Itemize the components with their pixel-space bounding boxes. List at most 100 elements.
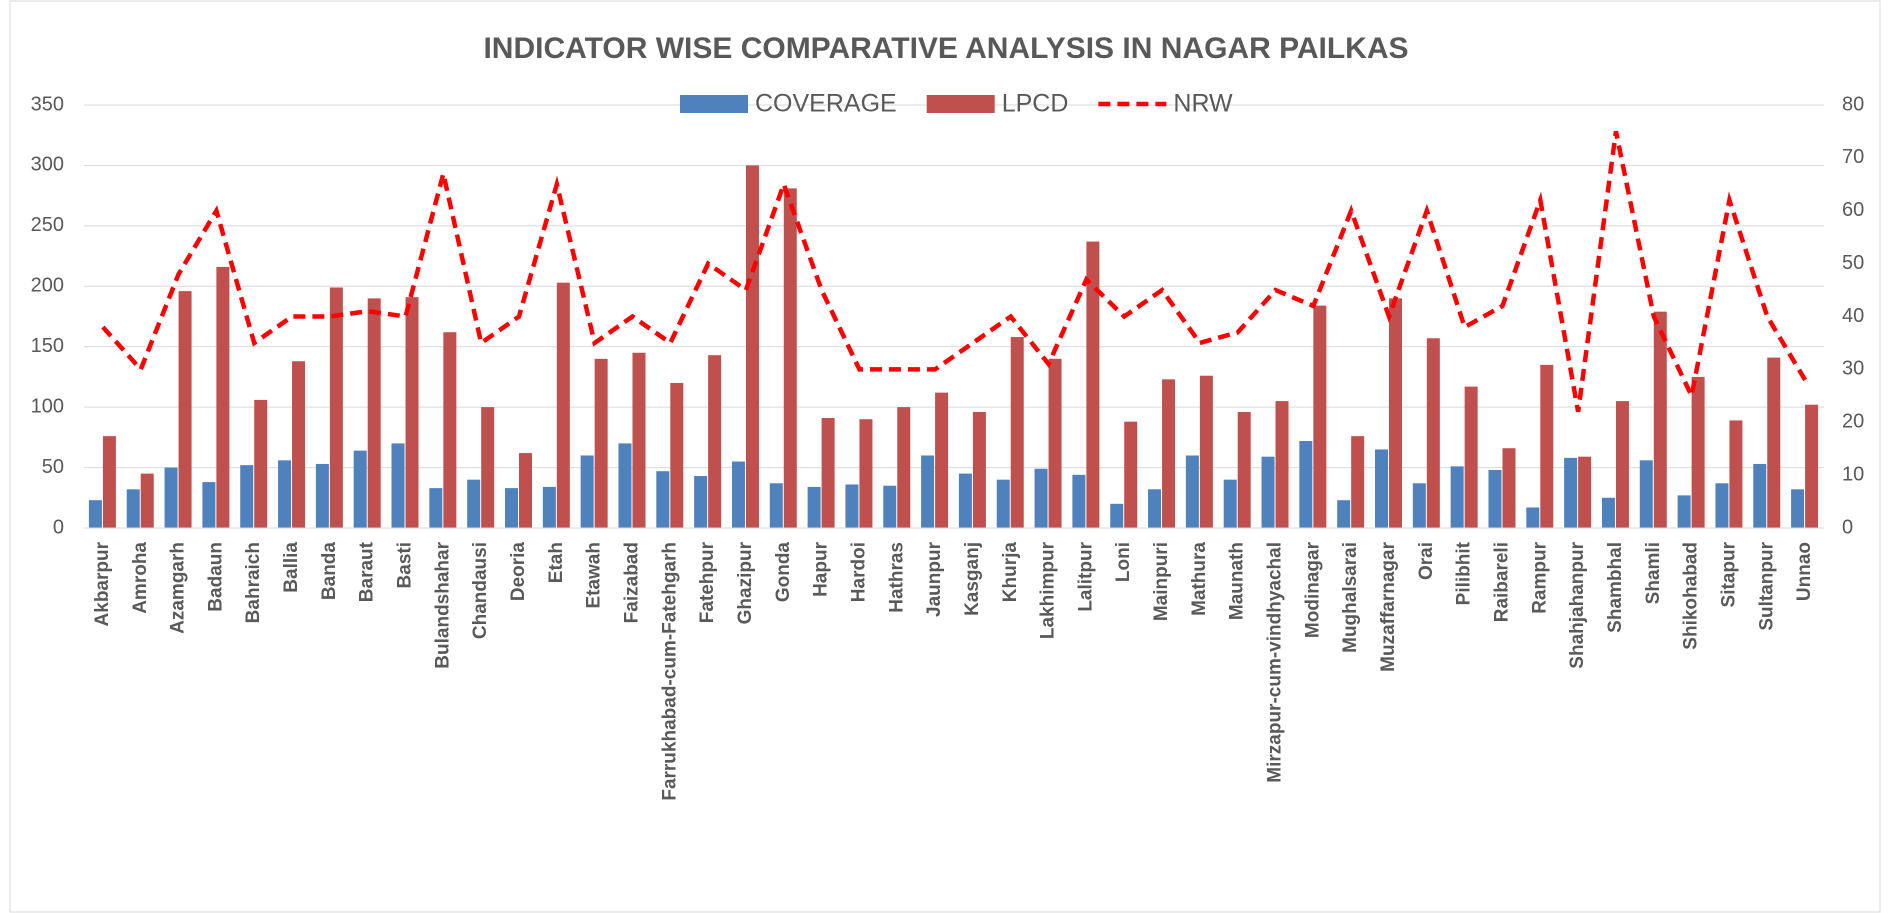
x-tick-label: Chandausi — [470, 542, 491, 639]
bar — [102, 436, 116, 528]
bar — [1048, 358, 1062, 528]
x-tick-label: Azamgarh — [168, 542, 189, 634]
bar — [1110, 503, 1124, 528]
y-tick-label: 300 — [31, 154, 64, 176]
bar — [1502, 448, 1516, 528]
bar — [783, 188, 797, 529]
y2-tick-label: 30 — [1842, 358, 1864, 380]
x-tick-label: Maunath — [1227, 542, 1248, 620]
bar — [821, 418, 835, 528]
bar — [391, 443, 405, 528]
chart-title: INDICATOR WISE COMPARATIVE ANALYSIS IN N… — [483, 32, 1408, 65]
y-tick-label: 100 — [31, 395, 64, 417]
x-tick-label: Badaun — [205, 542, 226, 612]
bar — [505, 488, 518, 528]
x-tick-label: Shikohabad — [1681, 542, 1702, 650]
bar — [1223, 479, 1237, 528]
bar — [467, 479, 481, 528]
x-tick-label: Etah — [546, 542, 567, 583]
bar — [670, 382, 684, 528]
bar — [140, 473, 154, 528]
bar — [1805, 404, 1819, 528]
bar — [1464, 386, 1478, 528]
bar — [580, 455, 594, 528]
bar — [1072, 474, 1086, 528]
bar — [329, 287, 343, 528]
x-tick-label: Mughalsarai — [1340, 542, 1361, 653]
x-tick-label: Hapur — [811, 541, 832, 597]
bar — [429, 488, 443, 528]
bar — [883, 485, 897, 528]
bar — [254, 399, 268, 528]
x-tick-label: Fatehpur — [697, 541, 718, 623]
bar — [178, 291, 192, 528]
x-tick-label: Hathras — [886, 542, 907, 613]
y2-tick-label: 50 — [1842, 252, 1864, 274]
bar — [1729, 420, 1743, 528]
bar — [656, 471, 670, 528]
bar — [1010, 337, 1024, 528]
bar — [1677, 495, 1691, 528]
x-tick-label: Gonda — [773, 542, 794, 603]
x-tick-label: Etawah — [584, 542, 605, 609]
bar — [519, 453, 532, 528]
bar — [694, 476, 708, 528]
bar — [1261, 456, 1275, 528]
bar — [1351, 436, 1365, 528]
bar — [935, 392, 949, 528]
bar — [897, 407, 911, 528]
bar — [1488, 469, 1502, 528]
bar — [1337, 500, 1351, 528]
bar — [708, 355, 722, 528]
bar — [1148, 489, 1162, 528]
x-tick-label: Baraut — [357, 541, 378, 602]
bar — [367, 298, 381, 528]
x-tick-label: Jaunpur — [924, 541, 945, 617]
bar — [859, 419, 873, 528]
y-tick-label: 250 — [31, 214, 64, 236]
bar — [292, 361, 306, 528]
legend-label: NRW — [1173, 90, 1233, 118]
x-tick-label: Rampur — [1529, 541, 1550, 613]
bar — [315, 463, 329, 528]
bar — [1375, 449, 1388, 528]
bar — [972, 411, 986, 528]
x-tick-label: Faizabad — [621, 542, 642, 623]
legend-swatch — [926, 95, 995, 113]
bar — [1691, 376, 1705, 528]
bar — [958, 473, 972, 528]
x-tick-label: Farrukhabad-cum-Fatehgarh — [659, 542, 680, 801]
bar — [1162, 379, 1176, 528]
x-tick-label: Basti — [395, 542, 416, 588]
y-tick-label: 350 — [31, 93, 64, 115]
bar — [1389, 298, 1402, 528]
x-tick-label: Muzaffarnagar — [1378, 541, 1399, 671]
y-tick-label: 50 — [42, 456, 64, 478]
bar — [807, 486, 821, 528]
x-tick-label: Lakhimpur — [1038, 541, 1059, 639]
bar — [556, 282, 570, 528]
bar — [202, 482, 216, 528]
x-tick-label: Banda — [319, 542, 340, 601]
bar — [216, 266, 230, 528]
y-tick-label: 0 — [53, 516, 64, 538]
y2-tick-label: 10 — [1842, 463, 1864, 485]
bar — [1185, 455, 1199, 528]
bar — [1086, 241, 1100, 528]
bar — [1578, 456, 1592, 528]
legend-label: COVERAGE — [755, 90, 897, 118]
x-tick-label: Sultanpur — [1756, 541, 1777, 630]
bar — [1601, 497, 1615, 528]
x-tick-label: Akbarpur — [92, 541, 113, 626]
x-tick-label: Mainpuri — [1151, 542, 1172, 621]
bar — [1767, 357, 1781, 528]
x-tick-label: Loni — [1113, 542, 1134, 582]
bar — [1615, 401, 1629, 528]
y2-tick-label: 70 — [1842, 146, 1864, 168]
bar — [1540, 364, 1554, 528]
x-tick-label: Shambhal — [1605, 542, 1626, 633]
bar — [996, 479, 1010, 528]
x-tick-label: Pilibhit — [1454, 541, 1475, 605]
line-series — [101, 130, 1808, 413]
y-tick-label: 150 — [31, 335, 64, 357]
